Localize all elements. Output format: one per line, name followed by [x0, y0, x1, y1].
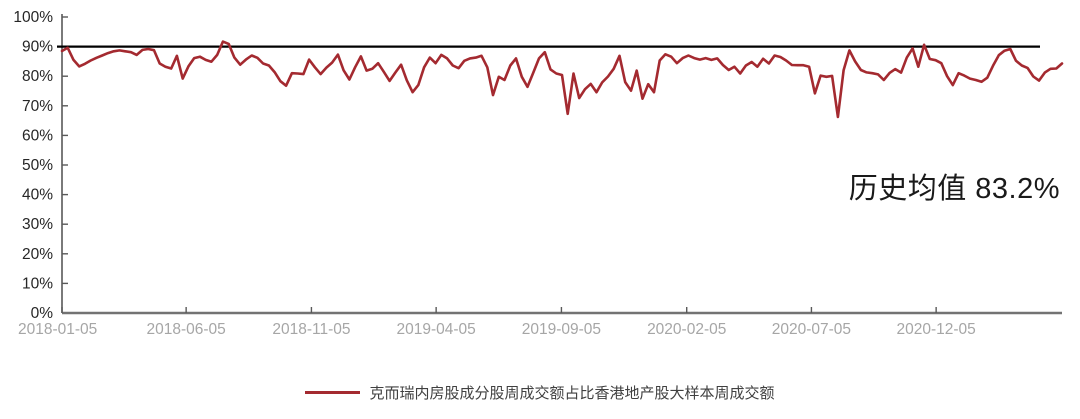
- y-tick-label: 0%: [31, 305, 54, 322]
- chart-legend: 克而瑞内房股成分股周成交额占比香港地产股大样本周成交额: [0, 382, 1080, 403]
- x-tick-label: 2020-07-05: [772, 321, 851, 338]
- x-tick-label: 2018-06-05: [146, 321, 225, 338]
- y-tick-label: 40%: [22, 187, 53, 204]
- x-tick-label: 2018-11-05: [272, 321, 350, 338]
- y-tick-label: 30%: [22, 216, 53, 233]
- x-tick-label: 2020-02-05: [647, 321, 726, 338]
- x-tick-label: 2019-09-05: [522, 321, 601, 338]
- x-tick-label: 2019-04-05: [396, 321, 475, 338]
- y-tick-label: 10%: [22, 275, 53, 292]
- series-line: [60, 40, 1064, 119]
- y-tick-label: 90%: [22, 39, 53, 56]
- y-tick-label: 80%: [22, 68, 53, 85]
- legend-label: 克而瑞内房股成分股周成交额占比香港地产股大样本周成交额: [369, 385, 775, 402]
- y-tick-label: 60%: [22, 127, 53, 144]
- x-tick-label: 2020-12-05: [896, 321, 975, 338]
- legend-line-swatch: [305, 391, 361, 394]
- y-tick-label: 20%: [22, 246, 53, 263]
- y-tick-label: 100%: [13, 9, 53, 26]
- mean-annotation: 历史均值 83.2%: [848, 173, 1060, 205]
- x-tick-label: 2018-01-05: [18, 321, 97, 338]
- y-tick-label: 50%: [22, 157, 53, 174]
- y-tick-label: 70%: [22, 98, 53, 115]
